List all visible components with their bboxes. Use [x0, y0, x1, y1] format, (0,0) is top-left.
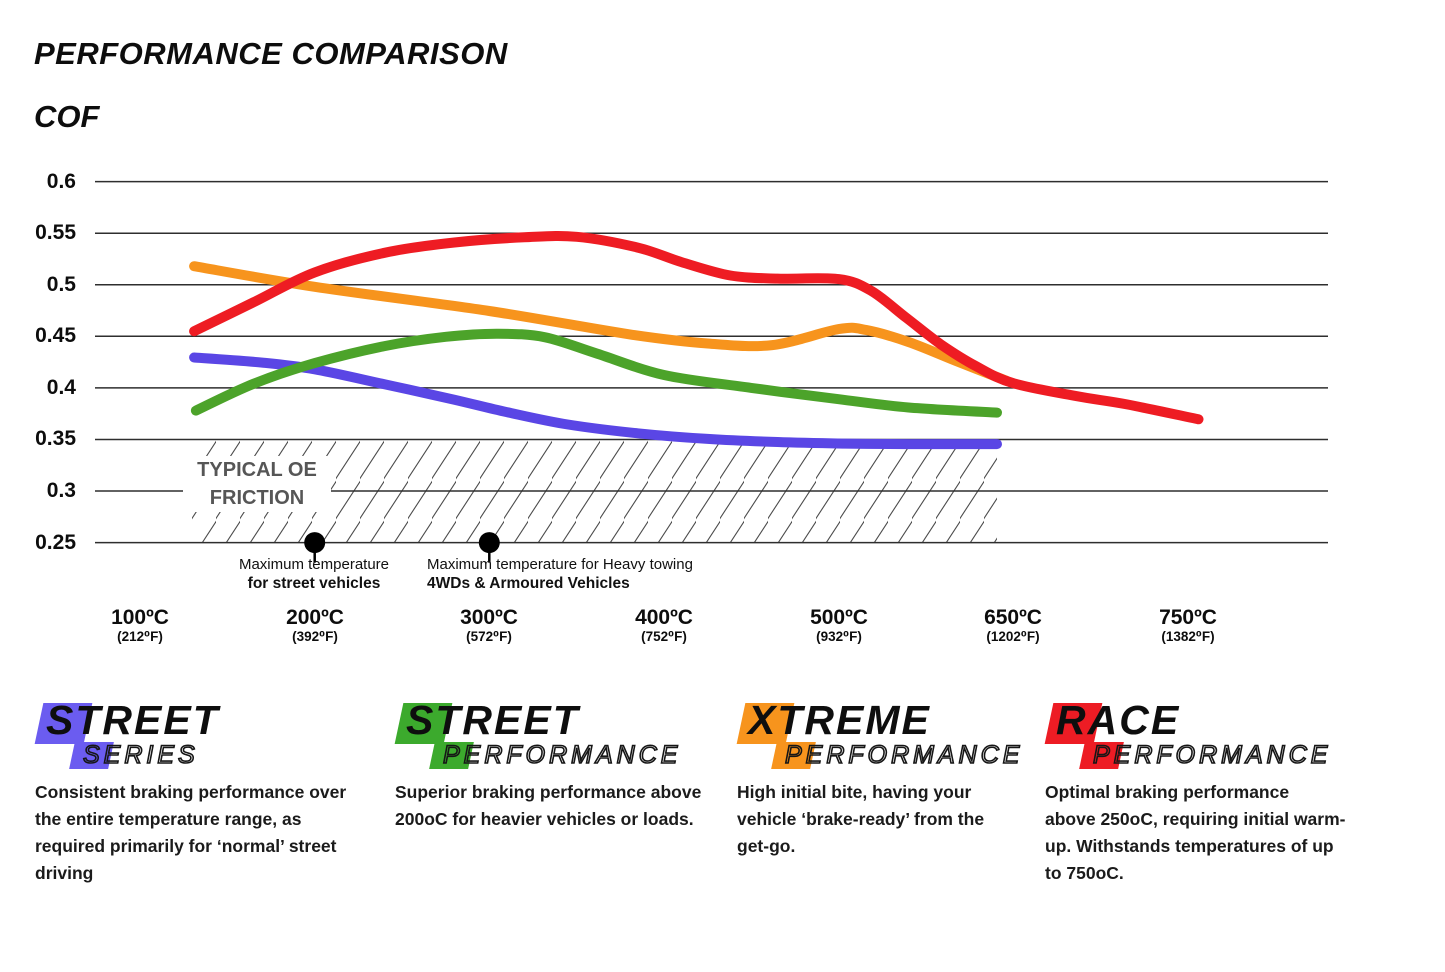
marker-dot-300: [478, 532, 500, 554]
series-line-xtreme-performance: [189, 261, 1012, 386]
series-line-street-series: [189, 352, 1002, 450]
series-line-race-performance: [189, 230, 1204, 425]
temperature-markers: [304, 532, 500, 563]
series-lines: [189, 230, 1204, 450]
series-line-street-performance: [190, 328, 1002, 418]
marker-dot-200: [304, 532, 326, 554]
